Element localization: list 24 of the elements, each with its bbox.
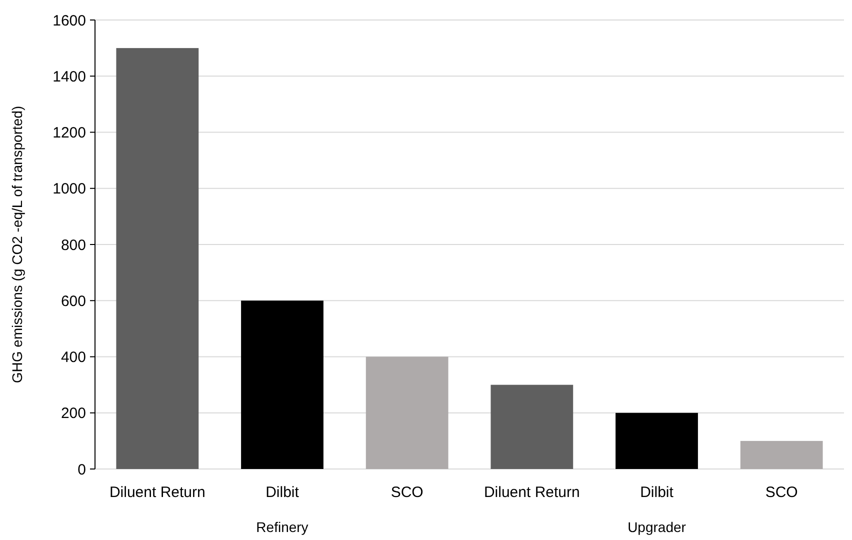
y-tick-label: 0 bbox=[78, 461, 86, 478]
x-tick-label: Diluent Return bbox=[109, 484, 206, 501]
bar bbox=[740, 440, 823, 469]
x-tick-label: Dilbit bbox=[640, 484, 674, 501]
x-tick-label: Diluent Return bbox=[484, 484, 580, 501]
x-tick-label: SCO bbox=[765, 484, 798, 501]
text: Refinery bbox=[256, 519, 308, 535]
y-tick-label: 1200 bbox=[52, 124, 86, 142]
y-tick-label: 400 bbox=[60, 349, 86, 366]
bar bbox=[366, 356, 448, 469]
y-axis-title: GHG emissions (g CO2 -eq/L of transported) bbox=[9, 106, 25, 384]
y-tick-label: 200 bbox=[60, 405, 86, 422]
y-tick-label: 1000 bbox=[52, 180, 86, 198]
bar bbox=[241, 300, 324, 469]
y-tick-label: 800 bbox=[60, 236, 86, 254]
x-tick-label: Dilbit bbox=[266, 484, 300, 501]
text: Upgrader bbox=[628, 519, 686, 535]
y-tick-label: 600 bbox=[60, 292, 86, 310]
y-tick-label: 1600 bbox=[52, 12, 86, 30]
y-tick-label: 1400 bbox=[52, 68, 86, 86]
bar bbox=[616, 412, 698, 469]
x-tick-label: SCO bbox=[390, 484, 424, 501]
bar bbox=[116, 48, 199, 469]
bar bbox=[490, 384, 574, 469]
